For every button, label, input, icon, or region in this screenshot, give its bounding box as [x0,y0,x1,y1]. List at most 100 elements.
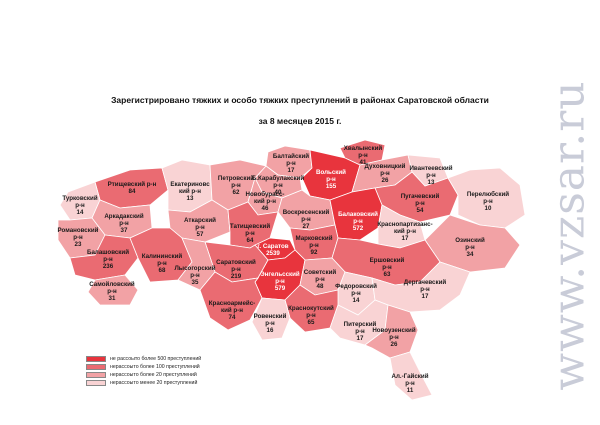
district-label-ershovsky: Ершовский р-н 63 [370,257,405,278]
district-label-novouzensky: Новоузенский р-н 26 [372,327,416,348]
district-label-line: 16 [267,327,274,334]
district-label-line: Балтайский [273,153,309,160]
district-label-balashovsky: Балашовский р-н 236 [87,249,129,270]
district-label-novoburassky: Новобурасс-кий р-н 46 [245,191,284,212]
district-label-line: 63 [384,271,391,278]
district-label-ozinsky: Озинский р-н 34 [455,237,485,258]
district-label-line: Аткарский [184,217,216,224]
district-label-line: 40 [275,189,282,196]
district-label-line: 26 [382,177,389,184]
district-label-ivanteevsky: Ивантеевский р-н 13 [409,165,452,186]
district-label-line: р-н [73,234,83,241]
district-label-ekaterinovsky: Екатериновс кий р-н 13 [170,181,210,202]
district-label-line: 35 [192,279,199,286]
district-label-engelssky: Энгельсский р-н 579 [260,271,300,292]
district-label-volsky: Вольский р-н 155 [316,169,346,190]
district-label-line: 46 [262,205,269,212]
district-label-line: 84 [129,188,136,195]
district-label-line: Энгельсский [260,271,300,278]
district-label-line: Ртищевский р-н [108,181,157,188]
district-label-line: р-н [426,172,436,179]
legend-item: не рассоыто более 500 преступлений [86,355,201,363]
district-label-line: Самойловский [89,281,135,288]
district-label-line: Ивантеевский [409,165,452,172]
district-label-line: Турковский [62,195,97,202]
district-label-line: Вольский [316,169,346,176]
district-label-bkarabulaksky: Б.Карабулакский р-н 40 [252,175,305,196]
district-label-line: р-н [306,312,316,319]
district-label-dergachevsky: Дергачевский р-н 17 [404,279,447,300]
district-label-line: 14 [353,297,360,304]
district-label-line: 26 [391,341,398,348]
district-label-krasnopartizansky: Краснопартизанс-кий р-н 17 [377,221,432,242]
district-label-line: 41 [360,159,367,166]
district-label-line: р-н [195,224,205,231]
district-label-line: р-н [415,200,425,207]
district-label-hvalynsky: Хвалынский р-н 41 [344,145,383,166]
district-label-line: Федоровский [335,283,377,290]
legend-label: не рассоыто более 500 преступлений [110,356,202,362]
district-label-line: 17 [422,293,429,300]
site-watermark: www.vzsar.ru [544,55,595,415]
district-label-line: р-н [405,380,415,387]
legend-item: нерассоыто более 20 преступлений [86,371,201,379]
district-label-line: Краснокутский [288,305,334,312]
district-algaysky-area[interactable] [389,351,433,401]
district-label-samoylovsky: Самойловский р-н 31 [89,281,135,302]
district-label-line: Перелюбский [467,191,509,198]
district-label-baltaysky: Балтайский р-н 17 [273,153,309,174]
district-label-arkadaksky: Аркадакский р-н 37 [104,213,144,234]
district-label-petrovsky: Петровский р-н 62 [218,175,254,196]
district-label-line: р-н [75,202,85,209]
district-label-line: Воскресенский [283,209,330,216]
district-label-tatishevsky: Татищевский р-н 64 [230,223,271,244]
district-label-line: р-н [245,230,255,237]
district-label-line: р-н [190,272,200,279]
district-label-line: Пугачевский [401,193,440,200]
district-label-turkovsky: Турковский р-н 14 [62,195,97,216]
district-label-line: 31 [109,295,116,302]
district-label-line: р-н [103,256,113,263]
district-label-line: р-н [389,334,399,341]
district-label-line: Балаковский [338,211,378,218]
district-label-kalininsky: Калининский р-н 68 [142,253,183,274]
district-label-rtishevsky: Ртищевский р-н 84 [108,181,157,195]
district-krasnoarmeysky-area[interactable] [199,271,263,331]
district-label-line: р-н [231,266,241,273]
district-label-line: Краснопартизанс- [377,221,432,228]
district-label-line: 236 [103,263,114,270]
district-label-line: Питерский [344,321,377,328]
district-label-line: 2539 [266,250,280,257]
district-label-line: р-н [309,242,319,249]
district-rovensky-area[interactable] [251,297,291,341]
district-label-line: Дергачевский [404,279,447,286]
district-label-line: Ал.-Гайский [392,373,429,380]
district-label-line: р-н [355,328,365,335]
district-label-line: Ершовский [370,257,405,264]
district-label-line: 155 [326,183,337,190]
district-label-rovensky: Ровенский р-н 16 [254,313,287,334]
district-label-line: г. Саратов [257,243,288,250]
district-label-lysogorsky: Лысогорский р-н 35 [174,265,215,286]
district-label-duhovnitsky: Духовницкий р-н 26 [365,163,406,184]
district-label-line: Духовницкий [365,163,406,170]
district-perelyubsky-area[interactable] [447,167,526,229]
district-label-line: 14 [77,209,84,216]
district-label-line: р-н [380,170,390,177]
district-label-line: р-н [301,216,311,223]
district-label-line: р-н [465,244,475,251]
district-label-line: р-н [231,182,241,189]
district-label-line: р-н [351,290,361,297]
legend-swatch [86,380,106,386]
district-label-line: кий р-н [254,198,276,205]
district-label-line: 17 [357,335,364,342]
district-label-line: р-н [286,160,296,167]
district-samoylovsky-area[interactable] [87,274,139,306]
watermark-text: www.vzsar.ru [543,79,595,391]
district-label-line: Хвалынский [344,145,383,152]
legend-swatch [86,356,106,362]
legend-label: нерассоыто более 100 преступлений [110,364,200,370]
district-label-line: 27 [303,223,310,230]
district-label-line: 57 [197,231,204,238]
district-label-line: 68 [159,267,166,274]
